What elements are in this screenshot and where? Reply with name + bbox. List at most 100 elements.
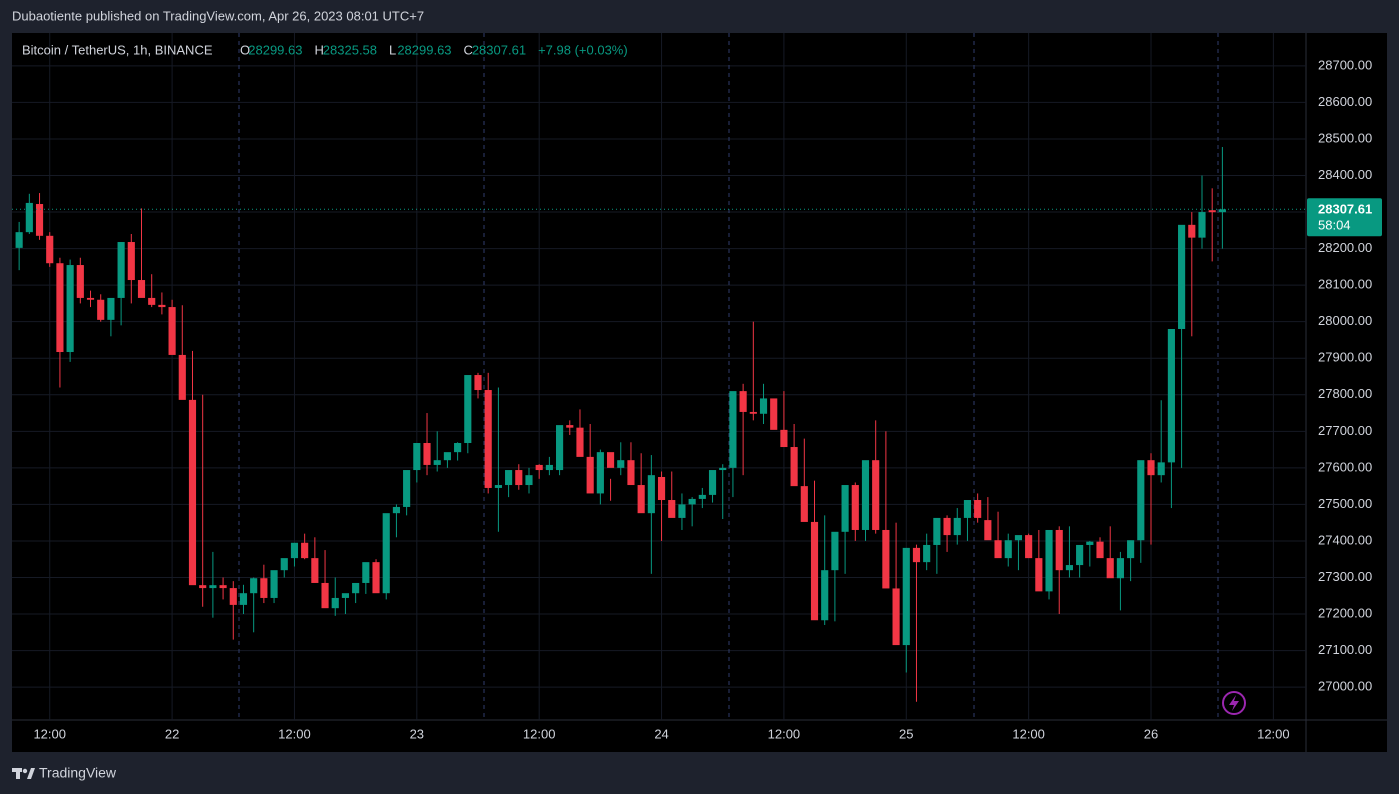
candle-body [678,504,686,518]
candle-body [372,562,380,594]
session-breaks [238,33,1219,720]
candle-body [545,464,553,471]
candle-body [749,411,757,414]
ohlc-key: L [389,42,396,57]
candle-body [668,500,676,518]
candle-body [25,202,33,233]
y-tick-label: 27000.00 [1318,679,1372,694]
y-tick-label: 27800.00 [1318,386,1372,401]
candle-body [739,391,747,412]
candle-body [199,585,207,589]
candle-body [1208,210,1216,213]
candle-body [1086,541,1094,545]
candle-body [719,467,727,471]
candle-body [1025,535,1033,559]
candle-body [943,517,951,536]
candle-body [474,375,482,391]
candle-body [270,570,278,598]
ohlc-value: 28307.61 [472,42,526,57]
lightning-bolt [1229,695,1239,711]
candle-body [423,443,431,465]
candle-body [290,542,299,559]
ohlc-value: 28299.63 [248,42,302,57]
y-tick-label: 28000.00 [1318,313,1372,328]
candle-body [1065,565,1073,571]
candle-body [821,570,829,621]
y-tick-label: 27100.00 [1318,642,1372,657]
candle-body [912,547,921,563]
candle-body [239,593,248,605]
candle-body [1045,529,1053,592]
countdown-label: 58:04 [1318,218,1351,233]
candle-body [882,529,890,589]
x-tick-label: 12:00 [523,726,556,741]
candle-body [331,597,339,609]
ohlc-value: 28299.63 [397,42,451,57]
candle-body [352,582,360,594]
ohlc-key: H [315,42,324,57]
candle-body [229,588,237,605]
candle-body [953,517,961,536]
candle-body [923,544,931,563]
candle-body [596,452,604,494]
candle-body [872,460,880,530]
candle-body [362,562,370,583]
candle-body [1014,535,1023,541]
labels: 27000.00 27100.00 27200.00 27300.00 27400.00… [12,57,1382,741]
candle-body [770,398,778,430]
candle-body [392,506,400,514]
candle-body [515,470,523,486]
candle-body [484,390,492,488]
candle-body [1157,462,1165,476]
candle-body [1035,558,1043,592]
candle-body [535,464,543,471]
candle-body [403,470,411,507]
candle-body [963,500,972,518]
candle-body [433,460,441,465]
last-price-label: 28307.61 [1318,202,1372,217]
candle-body [688,498,696,505]
candle-body [933,517,941,545]
candle-body [127,242,135,281]
candle-body [902,547,910,646]
candle-body [566,425,574,428]
last-price-box [1307,198,1382,237]
change-value: +7.98 (+0.03%) [538,42,628,57]
candle-body [892,588,900,646]
y-tick-label: 27700.00 [1318,423,1372,438]
candle-body [341,593,350,598]
y-tick-label: 28200.00 [1318,240,1372,255]
candle-body [790,447,798,487]
candle-body [1147,460,1155,476]
y-tick-label: 28600.00 [1318,94,1372,109]
candle-body [1188,224,1196,238]
candle-body [606,452,615,468]
candle-body [708,470,717,495]
candle-body [1096,541,1104,559]
chart-panel [12,33,1387,752]
y-tick-label: 27900.00 [1318,350,1372,365]
candle-body [311,558,319,583]
candle-body [576,427,584,457]
candle-body [698,494,706,499]
candle-body [464,375,472,444]
candle-body [35,204,44,236]
lightning-icon[interactable] [1222,691,1246,715]
candle-body [97,299,105,320]
candle-body [117,242,125,298]
y-tick-label: 28400.00 [1318,167,1372,182]
x-tick-label: 12:00 [1012,726,1045,741]
candle-body [178,354,186,400]
candle-body [148,297,156,305]
candle-body [647,475,655,514]
candle-body [1218,209,1226,213]
candle-body [1137,460,1145,541]
candle-body [810,521,819,621]
y-tick-label: 27500.00 [1318,496,1372,511]
candle-body [107,297,115,320]
y-tick-label: 27400.00 [1318,532,1372,547]
candle-body [413,443,421,471]
candle-body [1076,544,1084,566]
candle-body [1178,224,1186,329]
candle-body [76,265,84,298]
